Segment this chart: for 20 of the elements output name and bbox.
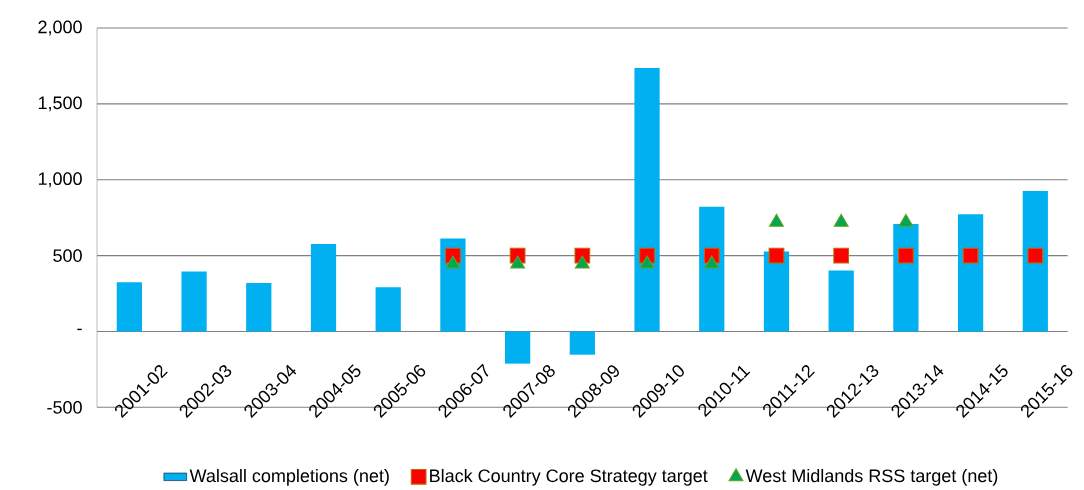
- y-tick-label: -: [77, 328, 82, 331]
- legend-label: Black Country Core Strategy target: [430, 468, 708, 486]
- y-tick-label: 500: [53, 249, 82, 262]
- bar: [246, 283, 272, 332]
- bar: [375, 287, 401, 332]
- bar: [828, 270, 854, 332]
- y-tick-label: 1,500: [38, 96, 82, 112]
- bar: [310, 243, 337, 332]
- bar: [1022, 191, 1048, 332]
- y-tick-label: -500: [47, 400, 82, 414]
- y-tick-label: 2,000: [38, 20, 82, 36]
- bar: [181, 271, 207, 332]
- legend-label: Walsall completions (net): [189, 468, 389, 486]
- bar: [116, 282, 142, 332]
- y-tick-label: 1,000: [38, 172, 82, 188]
- bar: [569, 331, 595, 355]
- bar: [957, 214, 984, 332]
- bar: [505, 331, 531, 364]
- legend-label: West Midlands RSS target (net): [745, 468, 998, 486]
- bar: [634, 68, 660, 332]
